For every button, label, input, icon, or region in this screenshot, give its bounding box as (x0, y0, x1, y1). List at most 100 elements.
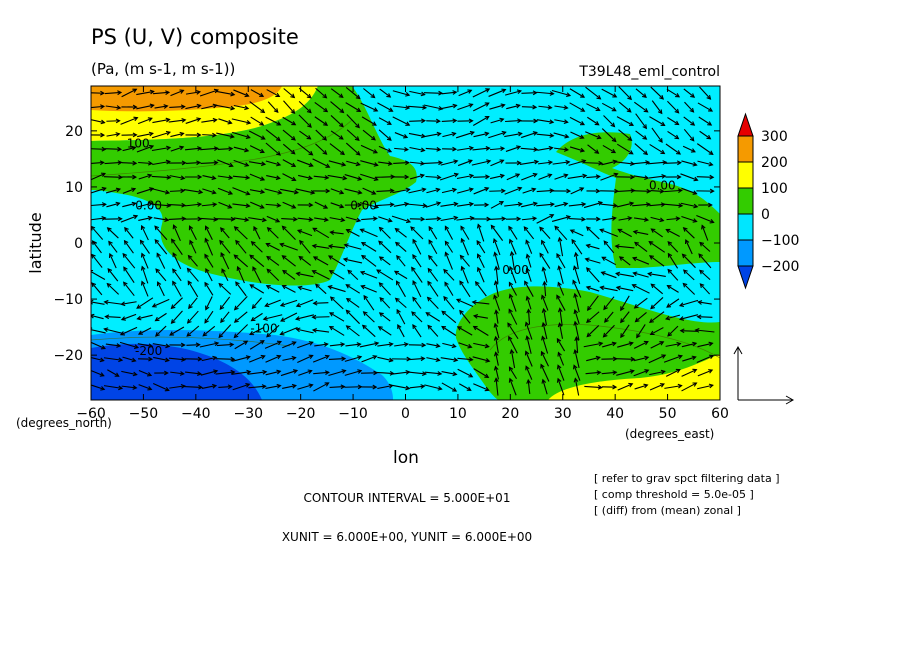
wind-vector (699, 269, 711, 281)
wind-vector (520, 147, 538, 151)
wind-vector-head (557, 265, 562, 271)
wind-vector (650, 189, 664, 193)
wind-vector-head (186, 267, 192, 273)
wind-vector-head (387, 148, 393, 153)
wind-vector-head (219, 305, 225, 310)
colorbar-label: 0 (761, 207, 770, 223)
colorbar-swatch (737, 161, 754, 189)
wind-vector-head (386, 93, 392, 98)
wind-vector-head (628, 382, 634, 388)
wind-vector (508, 336, 518, 354)
wind-vector (495, 352, 499, 366)
wind-vector-head (525, 267, 531, 273)
wind-vector (121, 313, 137, 321)
wind-vector-head (262, 316, 268, 321)
wind-vector (461, 266, 469, 284)
wind-vector (508, 309, 518, 325)
wind-vector (683, 88, 695, 98)
wind-vector-head (196, 132, 202, 138)
contour-lines (91, 119, 720, 359)
wind-vector-head (517, 131, 523, 137)
wind-vector-head (396, 308, 401, 314)
wind-vector (282, 116, 296, 126)
wind-vector-head (291, 162, 297, 167)
colorbar-label: 200 (761, 155, 788, 171)
wind-vector-head (180, 383, 186, 389)
wind-vector (472, 88, 490, 98)
wind-vector-head (453, 159, 459, 165)
x-tick-label: 30 (554, 406, 572, 422)
wind-vector-head (91, 282, 97, 288)
wind-vector (121, 88, 137, 98)
wind-vector (525, 366, 533, 380)
wind-vector (296, 299, 314, 307)
wind-vector (473, 102, 489, 112)
wind-vector (120, 326, 138, 336)
wind-vector (312, 245, 330, 249)
wind-vector (648, 354, 666, 364)
wind-vector-head (643, 150, 649, 156)
wind-vector-head (220, 251, 225, 258)
wind-vector (154, 105, 168, 109)
wind-vector-head (148, 131, 154, 137)
wind-vector-head (325, 188, 331, 194)
wind-vector (504, 187, 522, 195)
wind-vector-head (389, 202, 395, 208)
wind-vector-head (357, 384, 363, 390)
fill-region-east-northern-lobe (556, 132, 720, 268)
wind-vector (282, 173, 296, 181)
wind-vector (265, 116, 281, 126)
wind-vector (392, 105, 410, 109)
wind-vector (683, 227, 695, 239)
wind-vector (679, 299, 699, 307)
wind-vector (616, 286, 634, 292)
wind-vector (698, 116, 712, 126)
wind-vector-head (371, 190, 377, 195)
wind-vector-head (437, 386, 443, 391)
wind-vector (425, 147, 441, 151)
wind-vector (91, 105, 104, 109)
wind-vector (185, 91, 201, 95)
wind-vector-head (179, 371, 185, 376)
wind-vector-head (709, 174, 715, 180)
wind-vector-head (227, 190, 234, 195)
wind-vector (215, 371, 235, 375)
wind-vector-head (355, 123, 360, 129)
wind-vector-head (370, 135, 376, 141)
wind-vector (633, 356, 649, 362)
wind-vector (265, 142, 281, 156)
wind-vector (554, 119, 568, 123)
wind-vector (489, 147, 505, 151)
wind-vector-head (541, 378, 547, 384)
wind-vector (327, 174, 347, 180)
wind-vector-head (540, 363, 545, 369)
wind-vector-head (485, 146, 491, 151)
wind-vector-head (403, 146, 409, 152)
wind-vector-head (682, 269, 688, 275)
wind-vector (91, 119, 105, 124)
wind-vector-head (165, 343, 171, 349)
wind-vector-head (444, 251, 449, 257)
wind-vector (633, 272, 649, 278)
wind-vector-head (197, 146, 203, 151)
wind-vector (618, 217, 632, 221)
wind-vector (137, 132, 153, 138)
wind-vector (456, 217, 474, 221)
wind-vector (172, 268, 182, 282)
wind-vector (378, 216, 392, 222)
wind-vector-head (533, 118, 539, 124)
wind-vector (201, 385, 217, 389)
wind-vector (345, 216, 361, 222)
wind-vector-head (628, 150, 634, 155)
wind-vector (697, 160, 713, 166)
wind-vector (509, 294, 517, 312)
wind-vector-head (675, 368, 681, 374)
colorbar-swatch (737, 187, 754, 215)
wind-vector-head (613, 172, 619, 178)
wind-vector-head (493, 251, 498, 257)
wind-vector-head (387, 217, 393, 223)
wind-vector (249, 284, 265, 294)
wind-vector (105, 105, 121, 109)
